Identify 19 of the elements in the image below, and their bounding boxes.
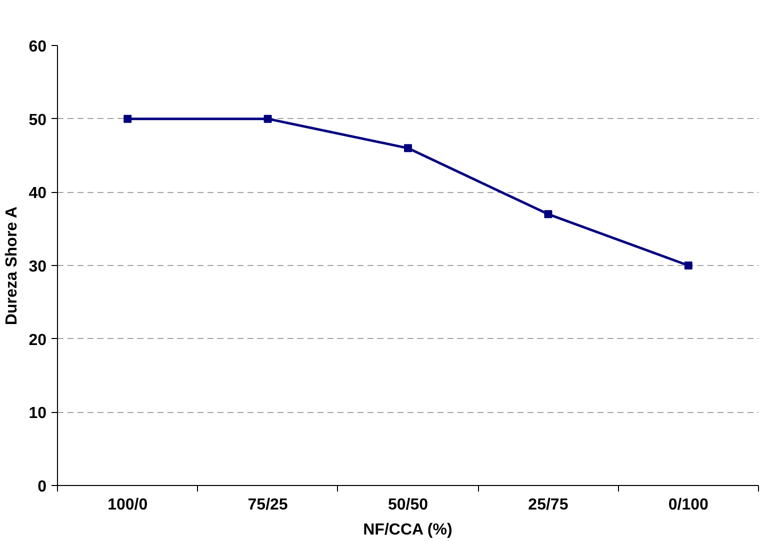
point bbox=[264, 114, 272, 123]
x-tick-label: 100/0 bbox=[108, 496, 148, 514]
y-tick-label: 40 bbox=[28, 185, 47, 202]
x-tick-label: 50/50 bbox=[388, 496, 428, 514]
x-tick-label: 75/25 bbox=[248, 496, 288, 514]
y-tick-label: 60 bbox=[28, 38, 47, 56]
y-tick-label: 10 bbox=[28, 405, 47, 422]
point bbox=[544, 210, 552, 218]
y-tick-label: 30 bbox=[28, 258, 47, 276]
point bbox=[404, 144, 412, 152]
x-axis-title: NF/CCA (%) bbox=[363, 522, 452, 538]
point bbox=[124, 114, 132, 123]
y-tick-label: 0 bbox=[38, 478, 47, 496]
point bbox=[684, 262, 692, 270]
y-tick-label: 20 bbox=[28, 332, 47, 349]
y-tick-label: 50 bbox=[28, 112, 47, 129]
y-axis-title: Dureza Shore A bbox=[4, 206, 21, 326]
x-tick-label: 25/75 bbox=[528, 496, 568, 514]
x-tick-label: 0/100 bbox=[668, 496, 709, 514]
